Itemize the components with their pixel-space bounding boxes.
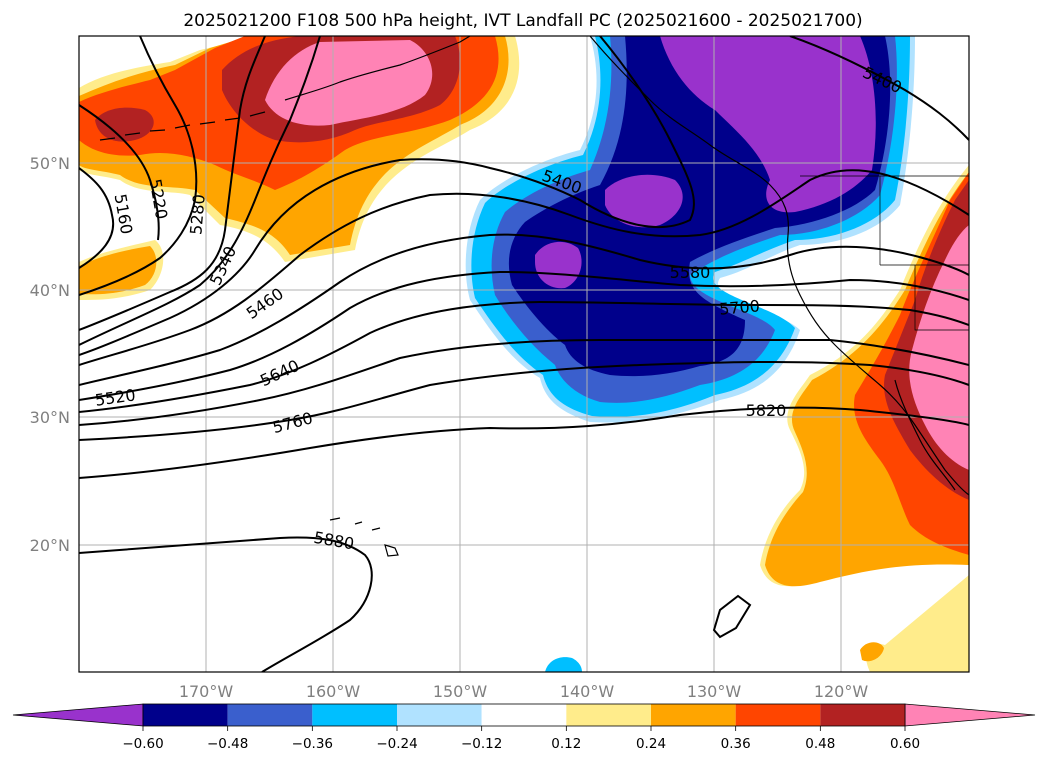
contour-label-5580: 5580 bbox=[670, 263, 711, 282]
lon-label-130w: 130°W bbox=[687, 682, 742, 701]
height-contours bbox=[79, 36, 969, 672]
contour-label-5700: 5700 bbox=[718, 296, 760, 318]
colorbar-swatch bbox=[227, 704, 313, 726]
lat-label-50n: 50°N bbox=[30, 154, 70, 173]
colorbar-tick-label: 0.24 bbox=[636, 736, 666, 752]
coast-alaska bbox=[284, 36, 471, 101]
coast-us-border bbox=[800, 175, 969, 331]
colorbar-tick-label: −0.12 bbox=[461, 736, 502, 752]
map-frame bbox=[78, 35, 970, 673]
colorbar-extend-min bbox=[12, 703, 144, 727]
lon-label-140w: 140°W bbox=[560, 682, 615, 701]
lat-label-40n: 40°N bbox=[30, 281, 70, 300]
ivt-negative-purple-west bbox=[535, 241, 582, 289]
colorbar-tick-label: −0.60 bbox=[122, 736, 163, 752]
lat-label-20n: 20°N bbox=[30, 536, 70, 555]
coast-north-america bbox=[589, 36, 969, 496]
contour-5880 bbox=[79, 536, 373, 672]
colorbar-tick-label: 0.36 bbox=[721, 736, 751, 752]
ivt-negative-south-blob bbox=[545, 657, 582, 672]
colorbar-swatch bbox=[397, 704, 482, 726]
ivt-positive-nw-pink bbox=[265, 40, 433, 126]
contour-5640 bbox=[79, 300, 969, 413]
contour-5580 bbox=[79, 270, 969, 401]
colorbar-swatch bbox=[566, 704, 651, 726]
coastlines bbox=[99, 36, 969, 639]
contour-5220 bbox=[79, 104, 160, 241]
contour-5400c bbox=[789, 36, 969, 141]
colorbar-tick-label: 0.60 bbox=[890, 736, 920, 752]
contour-5160 bbox=[79, 167, 115, 269]
lon-label-150w: 150°W bbox=[433, 682, 488, 701]
lon-label-120w: 120°W bbox=[814, 682, 869, 701]
contour-label-5820: 5820 bbox=[746, 401, 787, 420]
colorbar-tick-label: −0.48 bbox=[207, 736, 248, 752]
contour-5340 bbox=[79, 36, 266, 331]
colorbar-swatch bbox=[481, 704, 567, 726]
contour-5280 bbox=[79, 36, 198, 296]
figure-title: 2025021200 F108 500 hPa height, IVT Land… bbox=[183, 11, 862, 31]
ivt-shading bbox=[79, 36, 969, 672]
colorbar-swatch bbox=[143, 704, 228, 726]
contour-5400a bbox=[79, 36, 321, 346]
ivt-positive-se-pink bbox=[909, 225, 969, 470]
colorbar-tick-label: −0.24 bbox=[376, 736, 417, 752]
colorbar-swatch bbox=[651, 704, 736, 726]
contour-label-5280: 5280 bbox=[186, 193, 208, 235]
colorbar-tick-label: −0.36 bbox=[292, 736, 333, 752]
lon-label-160w: 160°W bbox=[306, 682, 361, 701]
lon-label-170w: 170°W bbox=[179, 682, 234, 701]
lat-label-30n: 30°N bbox=[30, 408, 70, 427]
contour-5820 bbox=[79, 406, 969, 479]
colorbar-swatch bbox=[735, 704, 821, 726]
ivt-positive-sw-orange bbox=[79, 246, 157, 295]
coast-aleutians bbox=[99, 111, 266, 141]
colorbar-tick-label: 0.12 bbox=[551, 736, 581, 752]
coast-island-south bbox=[712, 594, 752, 639]
contour-labels: 5160 5220 5280 5340 5400 5400 5460 5520 … bbox=[94, 63, 905, 554]
colorbar-swatch bbox=[312, 704, 397, 726]
colorbar-extend-max bbox=[904, 703, 1036, 727]
contour-5400b bbox=[79, 36, 695, 356]
colorbar-swatch bbox=[820, 704, 905, 726]
ivt-positive-se-small bbox=[860, 642, 884, 662]
lat-tick-labels: 50°N 40°N 30°N 20°N bbox=[30, 154, 70, 555]
coast-baja bbox=[894, 379, 956, 491]
colorbar: −0.60 −0.48 −0.36 −0.24 −0.12 0.12 0.24 0.36 0.4… bbox=[12, 703, 1036, 752]
ivt-negative-purple-mid bbox=[605, 174, 683, 228]
contour-5460 bbox=[79, 169, 969, 366]
coast-hawaii bbox=[329, 517, 399, 557]
contour-5760 bbox=[79, 360, 969, 441]
colorbar-tick-label: 0.48 bbox=[805, 736, 835, 752]
map-panel: 5160 5220 5280 5340 5400 5400 5460 5520 … bbox=[78, 35, 970, 673]
contour-5700 bbox=[79, 339, 969, 426]
lon-tick-labels: 170°W 160°W 150°W 140°W 130°W 120°W bbox=[179, 682, 869, 701]
contour-5520 bbox=[79, 233, 969, 386]
colorbar-frame bbox=[142, 703, 906, 727]
